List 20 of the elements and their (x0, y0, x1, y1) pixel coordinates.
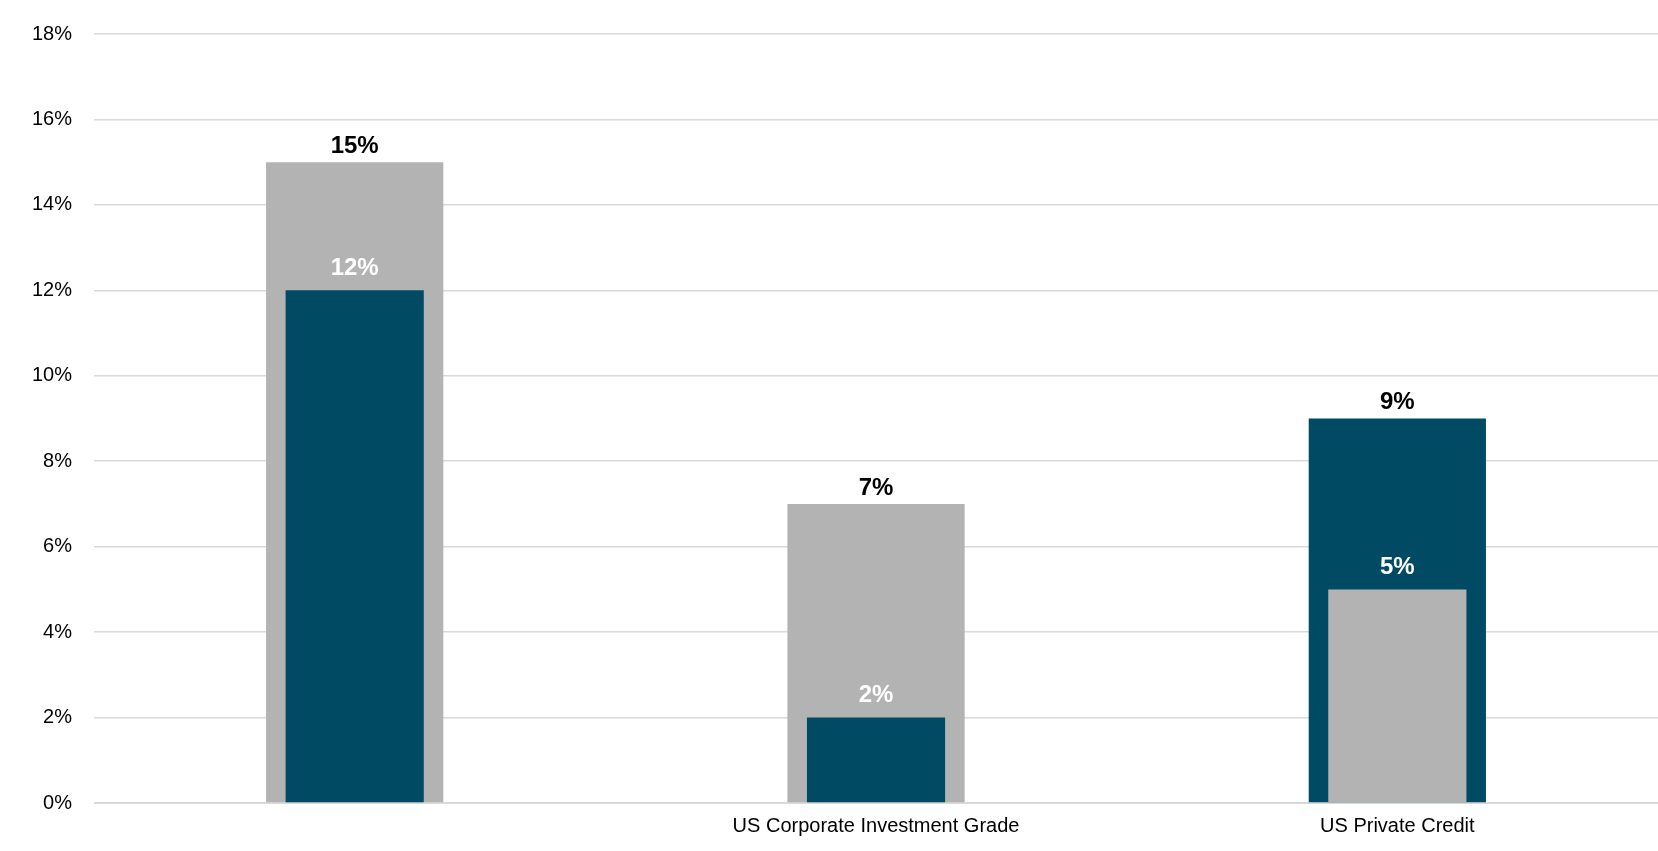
bar (285, 290, 424, 803)
y-tick-label: 0% (43, 790, 73, 813)
x-tick-label: US Corporate Investment Grade (732, 813, 1020, 836)
data-label: 7% (858, 472, 894, 500)
y-tick-label: 2% (43, 705, 73, 728)
y-tick-label: 18% (32, 21, 73, 44)
data-label: 9% (1379, 387, 1415, 415)
bar (806, 717, 946, 803)
data-label: 15% (330, 130, 379, 158)
y-tick-label: 14% (32, 192, 73, 215)
y-tick-label: 6% (43, 534, 73, 557)
y-tick-label: 4% (43, 619, 73, 642)
y-tick-label: 10% (32, 363, 73, 386)
data-label: 2% (858, 680, 894, 708)
y-tick-label: 16% (32, 106, 73, 129)
data-label: 12% (330, 252, 379, 280)
y-tick-label: 8% (43, 448, 73, 471)
data-label: 5% (1379, 552, 1415, 580)
x-tick-label: US Private Credit (1320, 813, 1476, 836)
y-tick-label: 12% (32, 277, 73, 300)
